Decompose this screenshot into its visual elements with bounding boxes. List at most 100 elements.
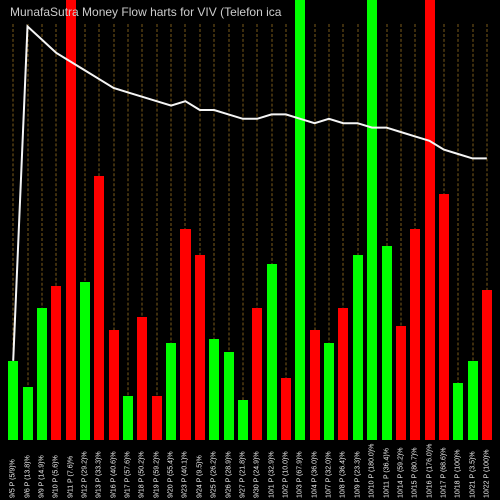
xlabel-slot: 10/3 P (67.9)% — [293, 440, 307, 500]
bar-up — [37, 308, 47, 440]
bar-down — [180, 229, 190, 440]
xlabel-slot: 9/12 P (29.2)% — [78, 440, 92, 500]
bar-slot — [49, 0, 63, 440]
bar-slot — [279, 0, 293, 440]
bar-slot — [394, 0, 408, 440]
bar-down — [51, 286, 61, 440]
bar-slot — [178, 0, 192, 440]
x-label: 9/18 P (50.2)% — [139, 451, 146, 498]
x-label: 9/9 P (14.9)% — [38, 455, 45, 498]
plot-area — [0, 0, 500, 440]
bar-slot — [193, 0, 207, 440]
bar-up — [324, 343, 334, 440]
x-label: 9/5 P (5/9)% — [10, 459, 17, 498]
bar-down — [310, 330, 320, 440]
bar-slot — [422, 0, 436, 440]
bar-down — [195, 255, 205, 440]
bar-down — [425, 0, 435, 440]
bar-down — [396, 326, 406, 440]
xlabel-slot: 10/2 P (10.0)% — [279, 440, 293, 500]
bar-slot — [135, 0, 149, 440]
bar-slot — [264, 0, 278, 440]
grid-tick — [27, 24, 28, 440]
bar-up — [295, 0, 305, 440]
bar-up — [468, 361, 478, 440]
bar-slot — [35, 0, 49, 440]
x-label: 9/13 P (33.3)% — [96, 451, 103, 498]
bar-slot — [351, 0, 365, 440]
xlabel-slot: 9/13 P (33.3)% — [92, 440, 106, 500]
x-label: 9/24 P (9.5)% — [196, 455, 203, 498]
bar-slot — [164, 0, 178, 440]
xlabel-slot: 9/26 P (28.9)% — [221, 440, 235, 500]
bar-slot — [250, 0, 264, 440]
xlabel-slot: 10/7 P (32.0)% — [322, 440, 336, 500]
bar-slot — [451, 0, 465, 440]
bar-down — [109, 330, 119, 440]
bar-slot — [207, 0, 221, 440]
xlabel-slot: 10/10 P (180.0)% — [365, 440, 379, 500]
bar-down — [482, 290, 492, 440]
xlabel-slot: 9/10 P (5.6)% — [49, 440, 63, 500]
bar-slot — [365, 0, 379, 440]
xlabel-slot: 10/21 P (3.5)% — [466, 440, 480, 500]
bar-up — [23, 387, 33, 440]
x-label: 9/30 P (24.9)% — [254, 451, 261, 498]
bar-down — [338, 308, 348, 440]
bar-slot — [150, 0, 164, 440]
bar-slot — [408, 0, 422, 440]
bar-slot — [379, 0, 393, 440]
grid-tick — [458, 24, 459, 440]
x-label: 10/11 P (36.4)% — [383, 448, 390, 498]
x-label: 9/17 P (57.6)% — [125, 451, 132, 498]
bar-up — [123, 396, 133, 440]
x-label: 10/17 P (68.6)% — [440, 448, 447, 498]
x-label: 10/2 P (10.0)% — [283, 451, 290, 498]
bar-up — [166, 343, 176, 440]
x-label: 9/12 P (29.2)% — [81, 451, 88, 498]
bar-up — [238, 400, 248, 440]
x-label: 10/8 P (36.4)% — [340, 451, 347, 498]
x-label: 10/9 P (23.3)% — [354, 451, 361, 498]
xlabel-slot: 10/14 P (59.2)% — [394, 440, 408, 500]
x-label: 9/20 P (55.4)% — [168, 451, 175, 498]
bar-down — [252, 308, 262, 440]
bar-down — [281, 378, 291, 440]
xlabel-slot: 10/15 P (80.7)% — [408, 440, 422, 500]
bar-slot — [480, 0, 494, 440]
bar-up — [453, 383, 463, 440]
xlabel-slot: 9/19 P (59.2)% — [150, 440, 164, 500]
x-label: 9/19 P (59.2)% — [153, 451, 160, 498]
xlabel-slot: 9/17 P (57.6)% — [121, 440, 135, 500]
x-label: 9/23 P (40.1)% — [182, 451, 189, 498]
bar-slot — [6, 0, 20, 440]
xlabel-slot: 9/20 P (55.4)% — [164, 440, 178, 500]
bar-slot — [466, 0, 480, 440]
bar-down — [152, 396, 162, 440]
xlabel-slot: 9/9 P (14.9)% — [35, 440, 49, 500]
x-label: 9/6 P (13.8)% — [24, 455, 31, 498]
bar-down — [94, 176, 104, 440]
bar-down — [439, 194, 449, 440]
bar-slot — [92, 0, 106, 440]
bar-slot — [336, 0, 350, 440]
bar-slot — [221, 0, 235, 440]
x-label: 9/26 P (28.9)% — [225, 451, 232, 498]
xlabel-slot: 9/18 P (50.2)% — [135, 440, 149, 500]
money-flow-chart: MunafaSutra Money Flow harts for VIV (Te… — [0, 0, 500, 500]
xlabel-slot: 9/23 P (40.1)% — [178, 440, 192, 500]
x-label: 9/27 P (21.8)% — [239, 451, 246, 498]
xlabel-slot: 10/22 P (100)% — [480, 440, 494, 500]
xlabel-slot: 9/27 P (21.8)% — [236, 440, 250, 500]
bar-slot — [308, 0, 322, 440]
xlabel-slot: 10/17 P (68.6)% — [437, 440, 451, 500]
bar-slot — [63, 0, 77, 440]
xlabel-slot: 10/4 P (36.0)% — [308, 440, 322, 500]
xlabel-slot: 9/30 P (24.9)% — [250, 440, 264, 500]
grid-tick — [128, 24, 129, 440]
chart-title: MunafaSutra Money Flow harts for VIV (Te… — [10, 5, 490, 19]
bar-slot — [236, 0, 250, 440]
x-label: 9/25 P (26.2)% — [211, 451, 218, 498]
x-label: 10/10 P (180.0)% — [369, 444, 376, 498]
xlabel-slot: 9/5 P (5/9)% — [6, 440, 20, 500]
